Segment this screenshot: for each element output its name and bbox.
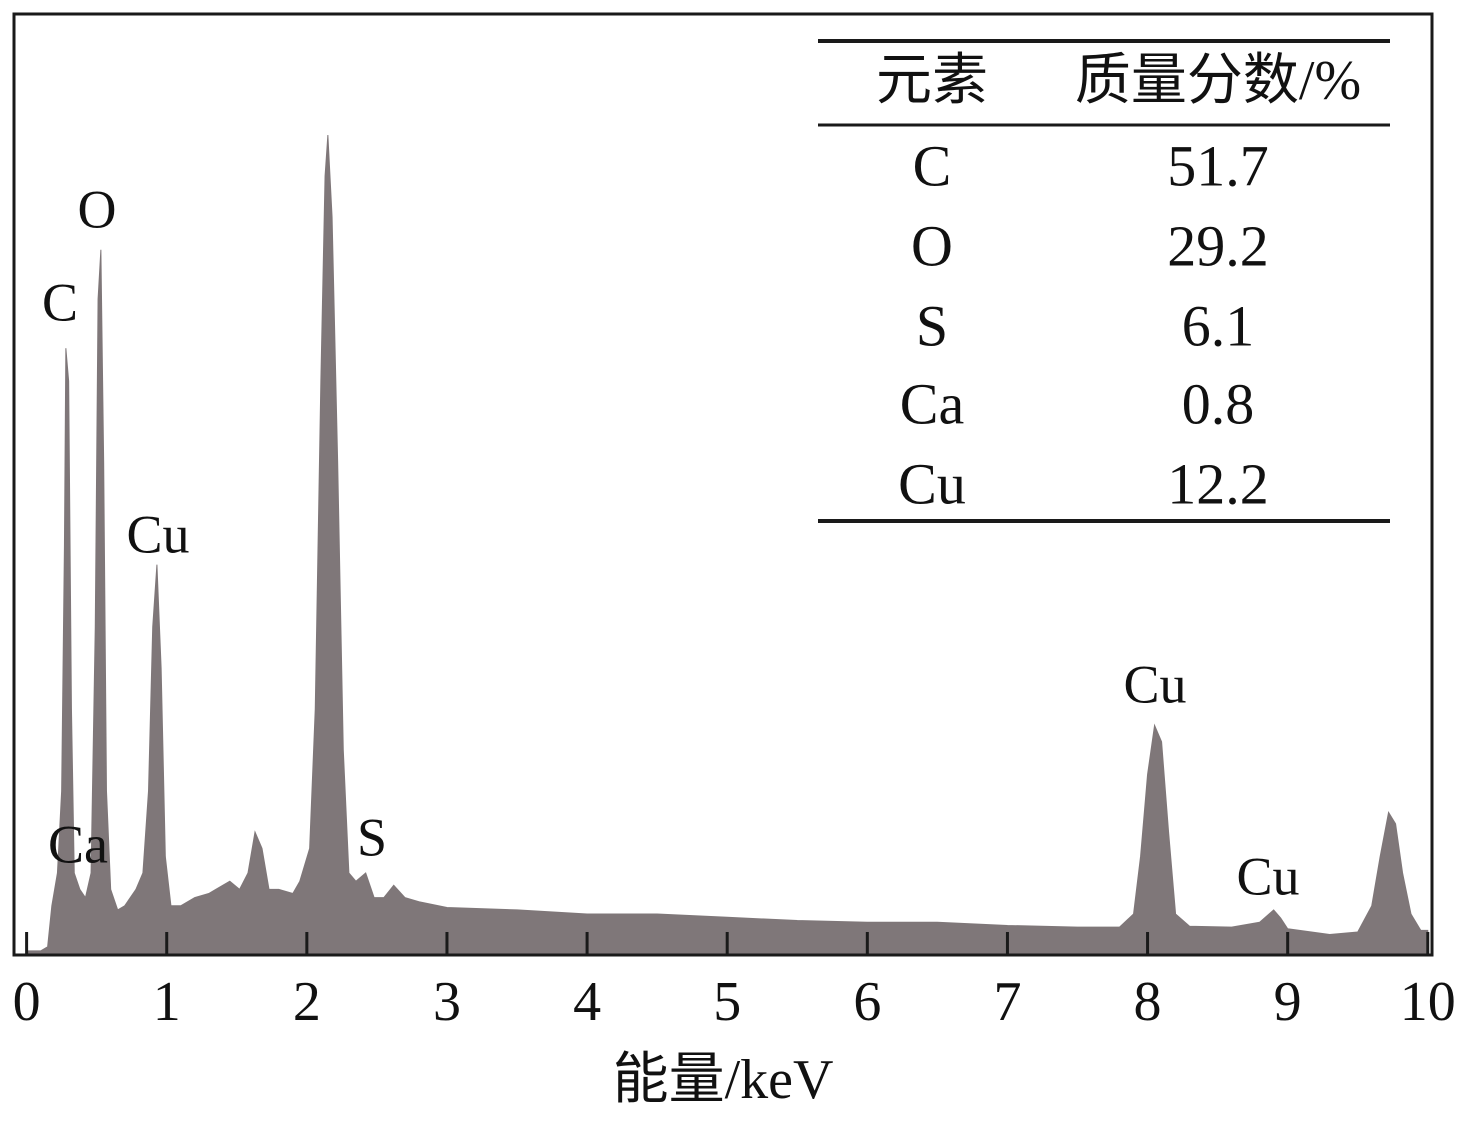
x-tick-label: 2 [293, 971, 321, 1033]
x-tick-label: 5 [713, 971, 741, 1033]
table-cell: 12.2 [1167, 451, 1269, 516]
x-tick-label: 6 [853, 971, 881, 1033]
peak-label: O [78, 179, 117, 239]
x-tick-label: 4 [573, 971, 601, 1033]
peak-label: Cu [126, 504, 189, 564]
table-header: 质量分数/% [1075, 50, 1361, 112]
x-tick-label: 10 [1400, 971, 1456, 1033]
table-cell: 0.8 [1182, 371, 1255, 436]
table-cell: S [916, 293, 948, 358]
peak-label: C [42, 272, 78, 332]
peak-label: Cu [1236, 846, 1299, 906]
x-axis-label: 能量/keV [613, 1049, 834, 1111]
table-header: 元素 [876, 50, 988, 112]
x-tick-label: 8 [1134, 971, 1162, 1033]
spectrum-area [26, 134, 1429, 956]
table-cell: C [913, 133, 952, 198]
table-cell: 29.2 [1167, 213, 1269, 278]
table-cell: 51.7 [1167, 133, 1269, 198]
table-cell: 6.1 [1182, 293, 1255, 358]
x-tick-label: 7 [993, 971, 1021, 1033]
peak-label: Ca [48, 814, 108, 874]
peak-label: Cu [1123, 654, 1186, 714]
x-tick-label: 3 [433, 971, 461, 1033]
table-cell: Ca [900, 371, 964, 436]
table-cell: Cu [898, 451, 966, 516]
peak-label: S [357, 807, 387, 867]
table-cell: O [911, 213, 953, 278]
x-tick-label: 9 [1274, 971, 1302, 1033]
plot-frame [12, 12, 1434, 957]
x-tick-label: 0 [13, 971, 41, 1033]
x-tick-label: 1 [153, 971, 181, 1033]
